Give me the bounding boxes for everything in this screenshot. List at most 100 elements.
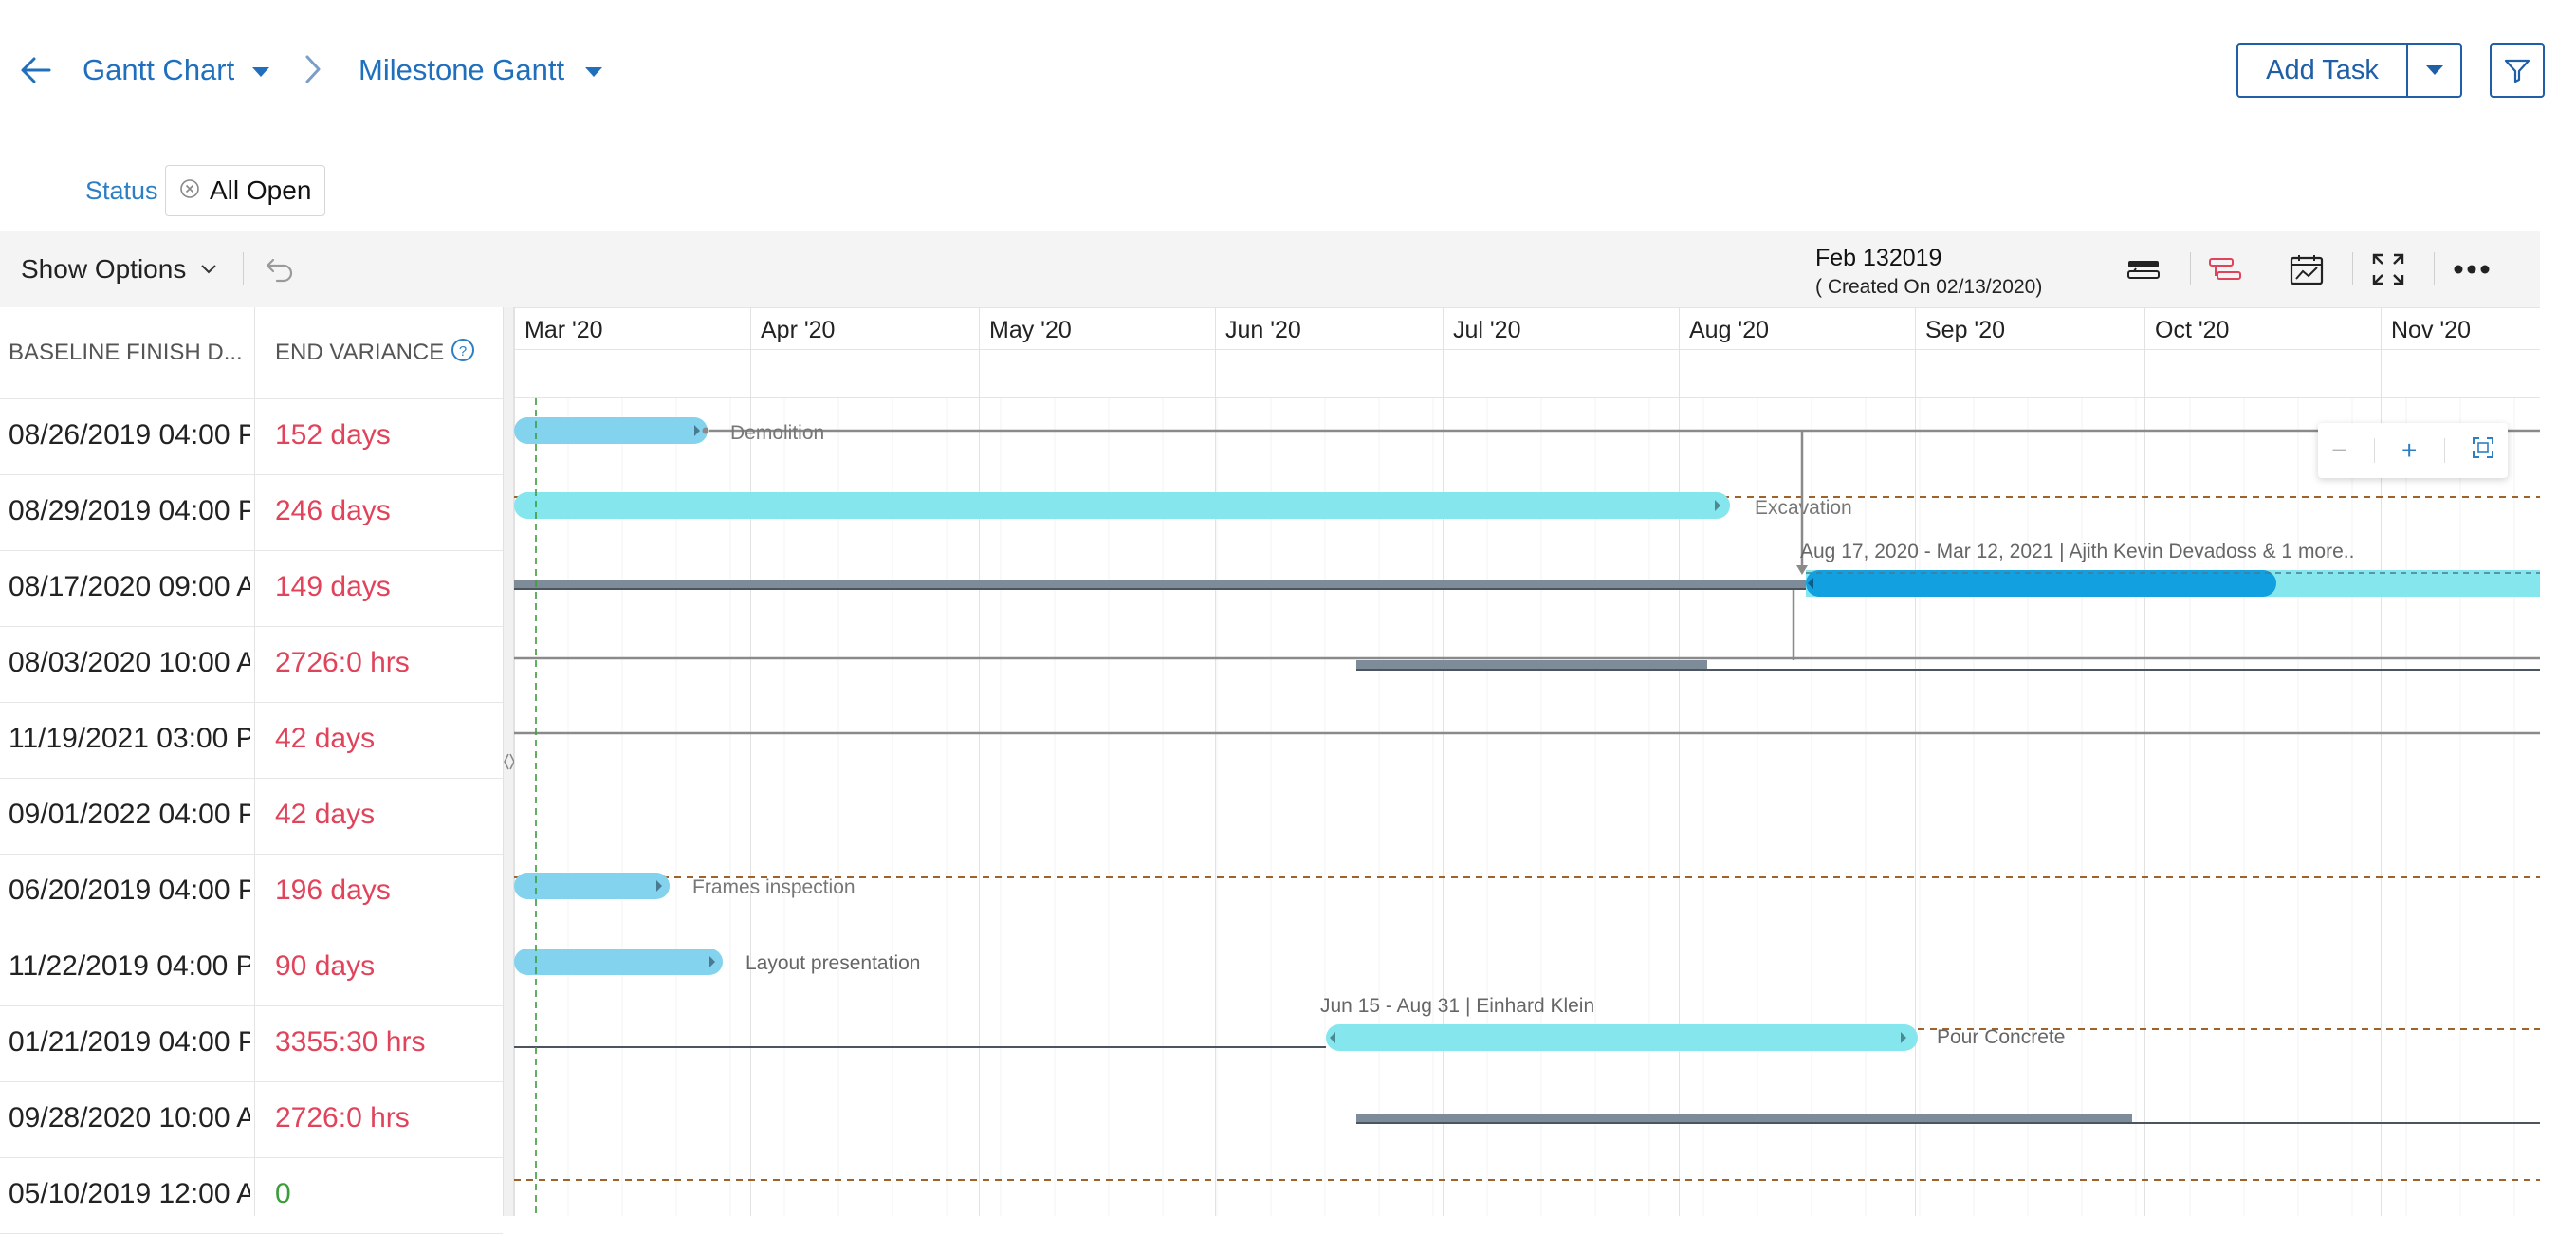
baseline-finish-cell: 08/29/2019 04:00 PM	[9, 495, 250, 526]
baseline-finish-cell: 05/10/2019 12:00 AM	[9, 1178, 250, 1209]
month-label: Apr '20	[761, 317, 836, 343]
toolbar-divider	[2352, 252, 2353, 285]
svg-text:?: ?	[459, 343, 467, 359]
task-bar-handle-icon	[1330, 1032, 1335, 1043]
row-divider	[0, 474, 503, 475]
row-divider	[0, 626, 503, 627]
baseline-finish-cell: 08/26/2019 04:00 PM	[9, 419, 250, 451]
task-bar-handle-icon	[1715, 500, 1720, 511]
zoom-out-icon[interactable]: −	[2331, 435, 2347, 465]
row-divider	[0, 550, 503, 551]
critical-path-icon[interactable]	[2204, 249, 2246, 290]
end-variance-cell: 196 days	[275, 875, 391, 906]
end-variance-cell: 152 days	[275, 419, 391, 451]
baseline-finish-cell: 08/17/2020 09:00 AM	[9, 571, 250, 602]
breadcrumb-gantt-chart[interactable]: Gantt Chart	[83, 53, 235, 86]
row-divider	[0, 778, 503, 779]
close-circle-icon[interactable]	[179, 175, 200, 206]
zoom-divider	[2443, 438, 2445, 463]
zoom-in-icon[interactable]: +	[2401, 435, 2418, 465]
task-bar-handle-icon	[694, 425, 700, 436]
end-variance-cell: 42 days	[275, 723, 376, 754]
task-bar-handle-icon	[709, 956, 715, 967]
baseline-bar	[1356, 660, 1707, 670]
status-filter-chip[interactable]: All Open	[165, 165, 326, 216]
task-bar-excavation[interactable]	[514, 492, 1730, 519]
row-divider	[0, 1157, 503, 1158]
toolbar-divider	[2190, 252, 2191, 285]
status-filter-value: All Open	[210, 175, 312, 205]
column-header-end-variance[interactable]: END VARIANCE ?	[275, 307, 476, 398]
show-options-label: Show Options	[21, 254, 187, 284]
toolbar-divider	[2434, 252, 2435, 285]
task-bar-demolition[interactable]	[514, 417, 708, 444]
column-divider	[254, 307, 255, 1216]
task-bar-handle-icon	[656, 880, 662, 892]
task-label-pour-concrete: Pour Concrete	[1937, 1026, 2065, 1048]
help-icon[interactable]: ?	[450, 337, 476, 370]
end-variance-cell: 90 days	[275, 950, 376, 982]
baseline-bar	[1356, 1114, 2132, 1123]
fullscreen-icon[interactable]	[2367, 249, 2409, 290]
chevron-down-icon	[201, 265, 217, 274]
filter-button[interactable]	[2490, 43, 2545, 98]
task-bar-handle-icon	[1808, 578, 1813, 589]
baseline-finish-cell: 11/22/2019 04:00 PM	[9, 950, 250, 982]
end-variance-label: END VARIANCE	[275, 340, 445, 365]
end-variance-cell: 2726:0 hrs	[275, 647, 410, 678]
caret-down-icon[interactable]	[252, 67, 269, 77]
month-label: Sep '20	[1925, 317, 2006, 343]
month-label: Jun '20	[1225, 317, 1301, 343]
gantt-timeline: Demolition Excavation Aug 17, 2020 - Mar…	[514, 307, 2540, 1216]
zoom-control: − +	[2318, 423, 2508, 478]
calendar-chart-icon[interactable]	[2286, 249, 2328, 290]
pane-splitter[interactable]	[503, 307, 515, 1216]
month-label: Oct '20	[2155, 317, 2230, 343]
end-variance-cell: 0	[275, 1178, 291, 1209]
baseline-toggle-icon[interactable]	[2123, 249, 2164, 290]
month-label: May '20	[989, 317, 1072, 343]
end-variance-cell: 42 days	[275, 799, 376, 830]
zoom-divider	[2373, 438, 2375, 463]
breadcrumb-milestone-gantt[interactable]: Milestone Gantt	[359, 53, 565, 86]
row-divider	[0, 702, 503, 703]
month-label: Jul '20	[1453, 317, 1521, 343]
row-divider	[0, 854, 503, 855]
chevron-right-icon	[302, 53, 324, 90]
row-divider	[0, 1005, 503, 1006]
task-progress-row3	[1806, 570, 2276, 597]
end-variance-cell: 3355:30 hrs	[275, 1026, 426, 1058]
connector-dot	[702, 427, 709, 434]
caret-down-icon[interactable]	[585, 67, 602, 77]
baseline-title[interactable]: Feb 132019	[1815, 245, 1942, 271]
column-header-baseline-finish[interactable]: BASELINE FINISH D...	[9, 340, 243, 365]
end-variance-cell: 149 days	[275, 571, 391, 602]
end-variance-cell: 2726:0 hrs	[275, 1102, 410, 1133]
task-info-row3: Aug 17, 2020 - Mar 12, 2021 | Ajith Kevi…	[1800, 541, 2354, 562]
caret-down-icon	[2425, 65, 2443, 75]
add-task-button[interactable]: Add Task	[2238, 45, 2408, 96]
task-label-layout-presentation: Layout presentation	[745, 952, 920, 974]
baseline-finish-cell: 09/01/2022 04:00 PM	[9, 799, 250, 830]
task-bar-layout-presentation[interactable]	[514, 949, 723, 975]
row-divider	[0, 1081, 503, 1082]
add-task-dropdown-button[interactable]	[2408, 45, 2460, 96]
baseline-finish-cell: 09/28/2020 10:00 AM	[9, 1102, 250, 1133]
filter-icon	[2504, 59, 2530, 83]
add-task-split-button: Add Task	[2236, 43, 2462, 98]
undo-icon[interactable]	[264, 254, 296, 287]
task-label-frames-inspection: Frames inspection	[692, 876, 856, 898]
month-label: Nov '20	[2391, 317, 2471, 343]
more-icon[interactable]	[2451, 249, 2493, 290]
task-bar-handle-icon	[1901, 1032, 1906, 1043]
baseline-finish-cell: 11/19/2021 03:00 PM	[9, 723, 250, 754]
back-arrow-icon[interactable]	[15, 49, 57, 91]
baseline-created-on: ( Created On 02/13/2020)	[1815, 276, 2043, 298]
task-bar-pour-concrete[interactable]	[1326, 1024, 1918, 1051]
show-options-dropdown[interactable]: Show Options	[21, 254, 218, 285]
end-variance-cell: 246 days	[275, 495, 391, 526]
connector-arrow-icon	[1796, 565, 1808, 575]
fit-to-screen-icon[interactable]	[2472, 435, 2494, 466]
task-bar-frames-inspection[interactable]	[514, 873, 670, 899]
baseline-finish-cell: 06/20/2019 04:00 PM	[9, 875, 250, 906]
